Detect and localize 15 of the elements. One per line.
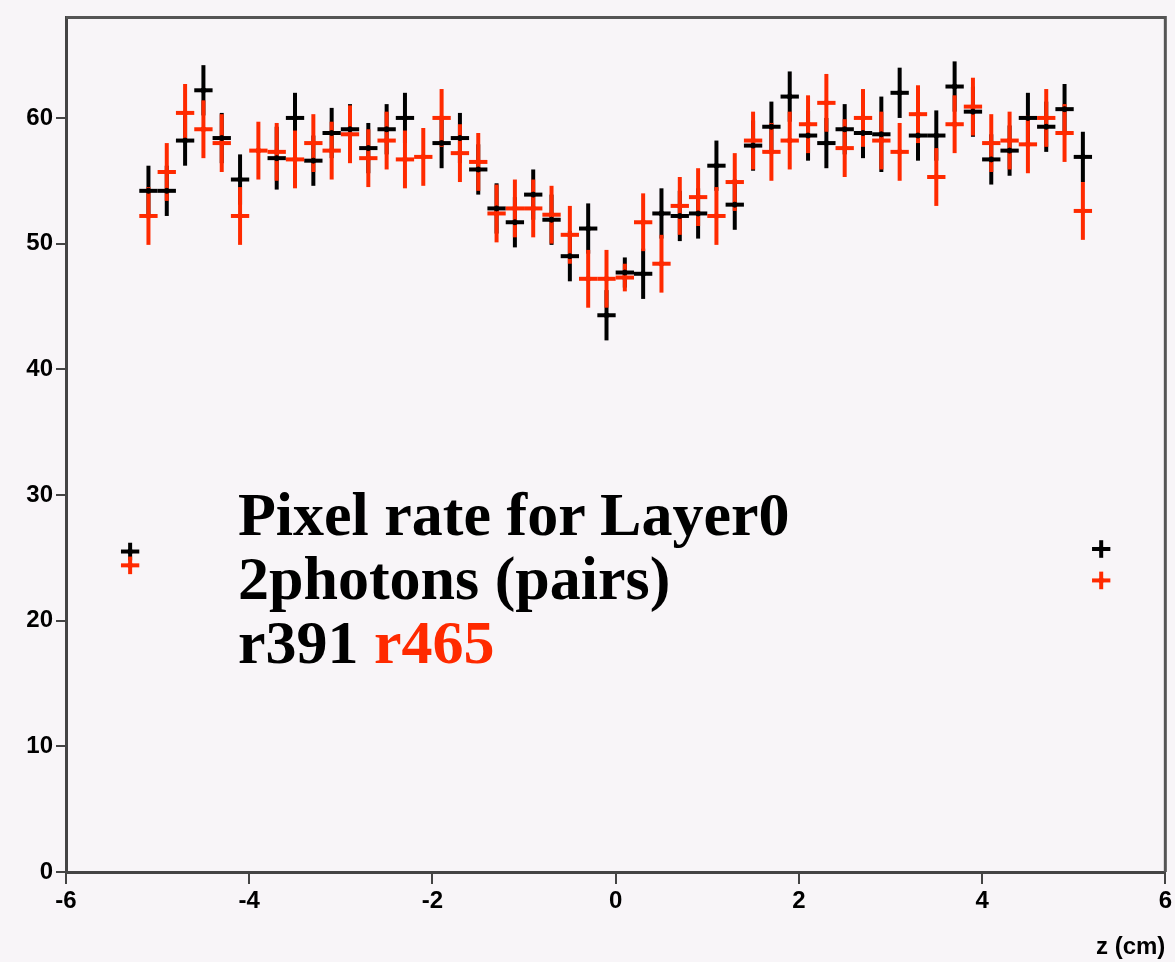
- x-tick-label: 0: [608, 886, 623, 914]
- y-tick-label: 60: [26, 102, 53, 130]
- y-tick-label: 20: [26, 605, 53, 633]
- y-tick-label: 40: [26, 353, 53, 381]
- y-tick-label: 10: [26, 730, 53, 758]
- x-tick-label: 2: [792, 886, 806, 914]
- x-axis-title: z (cm): [1095, 932, 1166, 960]
- x-tick-label: -2: [421, 886, 444, 914]
- x-tick-label: -4: [238, 886, 261, 914]
- y-tick-label: 0: [39, 856, 53, 884]
- x-tick-label: 6: [1158, 886, 1173, 914]
- x-tick-label: 4: [975, 886, 990, 914]
- y-tick-label: 50: [26, 228, 53, 256]
- x-tick-label: -6: [55, 886, 77, 914]
- y-tick-label: 30: [26, 479, 53, 507]
